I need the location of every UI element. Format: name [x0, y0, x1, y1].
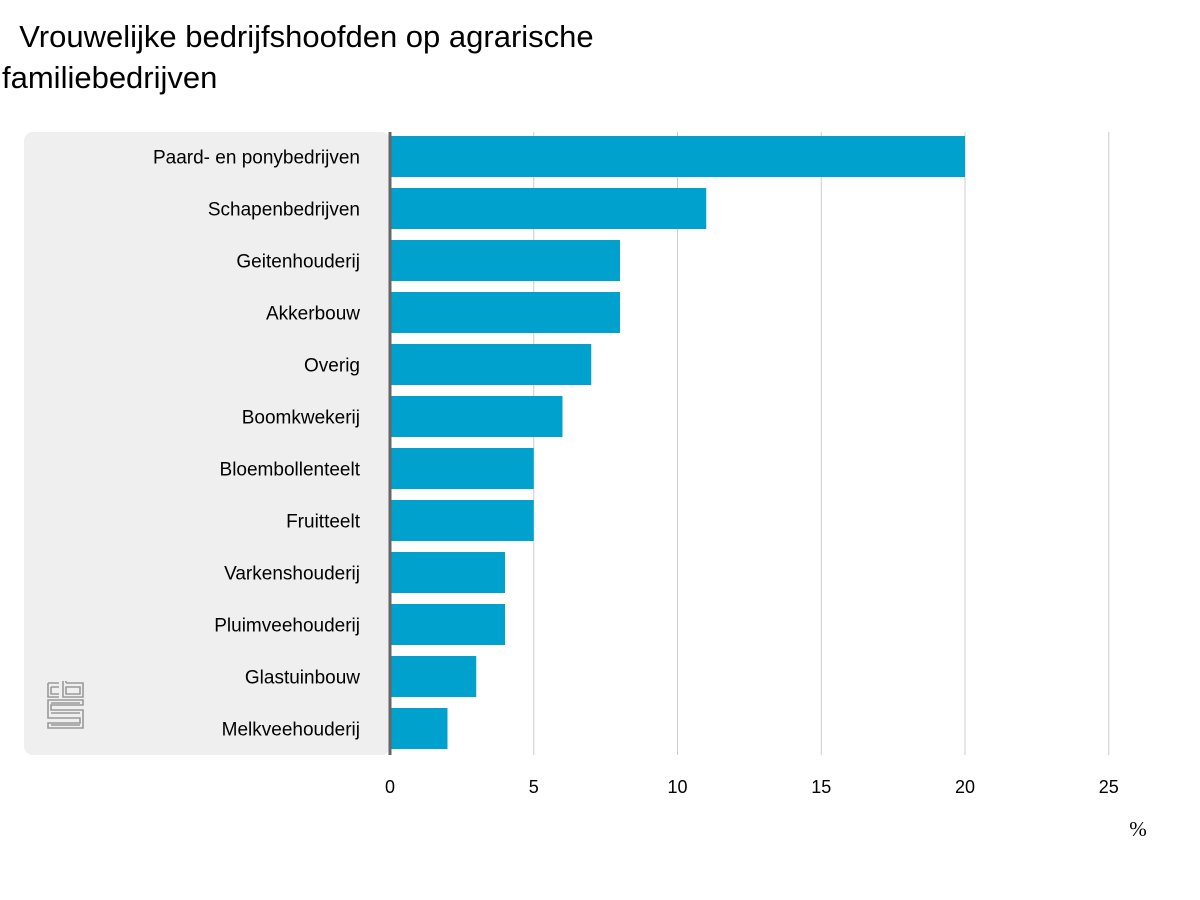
category-label: Fruitteelt	[286, 512, 361, 533]
category-label: Varkenshouderij	[224, 564, 360, 585]
category-label: Pluimveehouderij	[214, 616, 360, 637]
bar	[390, 188, 707, 229]
category-label: Glastuinbouw	[245, 668, 360, 689]
bar	[390, 396, 563, 437]
x-tick-label: 0	[385, 777, 395, 797]
bar	[390, 552, 505, 593]
category-label: Melkveehouderij	[222, 720, 360, 741]
category-label: Bloembollenteelt	[220, 460, 361, 481]
bar	[390, 448, 534, 489]
category-labels: Paard- en ponybedrijven Schapenbedrijven G…	[153, 148, 361, 741]
bar	[390, 604, 505, 645]
bar	[390, 344, 592, 385]
category-label: Overig	[304, 356, 360, 377]
bar	[390, 136, 965, 177]
category-label: Boomkwekerij	[242, 408, 360, 429]
x-tick-label: 10	[667, 777, 687, 797]
category-label: Akkerbouw	[266, 304, 360, 325]
cbs-logo-icon	[47, 681, 84, 729]
bar	[390, 708, 448, 749]
bar	[390, 240, 620, 281]
x-tick-label: 15	[811, 777, 831, 797]
x-tick-labels: 0 5 10 15 20 25	[385, 777, 1119, 797]
x-axis-unit-label: %	[1129, 817, 1147, 841]
x-tick-label: 5	[529, 777, 539, 797]
bars	[390, 136, 965, 749]
chart-title: Vrouwelijke bedrijfshoofden op agrarisch…	[2, 19, 603, 95]
x-tick-label: 20	[955, 777, 975, 797]
category-label: Schapenbedrijven	[208, 200, 360, 221]
category-panel	[24, 132, 390, 755]
bar	[390, 292, 620, 333]
category-label: Paard- en ponybedrijven	[153, 148, 360, 169]
bar	[390, 500, 534, 541]
category-label: Geitenhouderij	[236, 252, 360, 273]
bar	[390, 656, 477, 697]
x-tick-label: 25	[1099, 777, 1119, 797]
gridlines	[533, 132, 1110, 755]
